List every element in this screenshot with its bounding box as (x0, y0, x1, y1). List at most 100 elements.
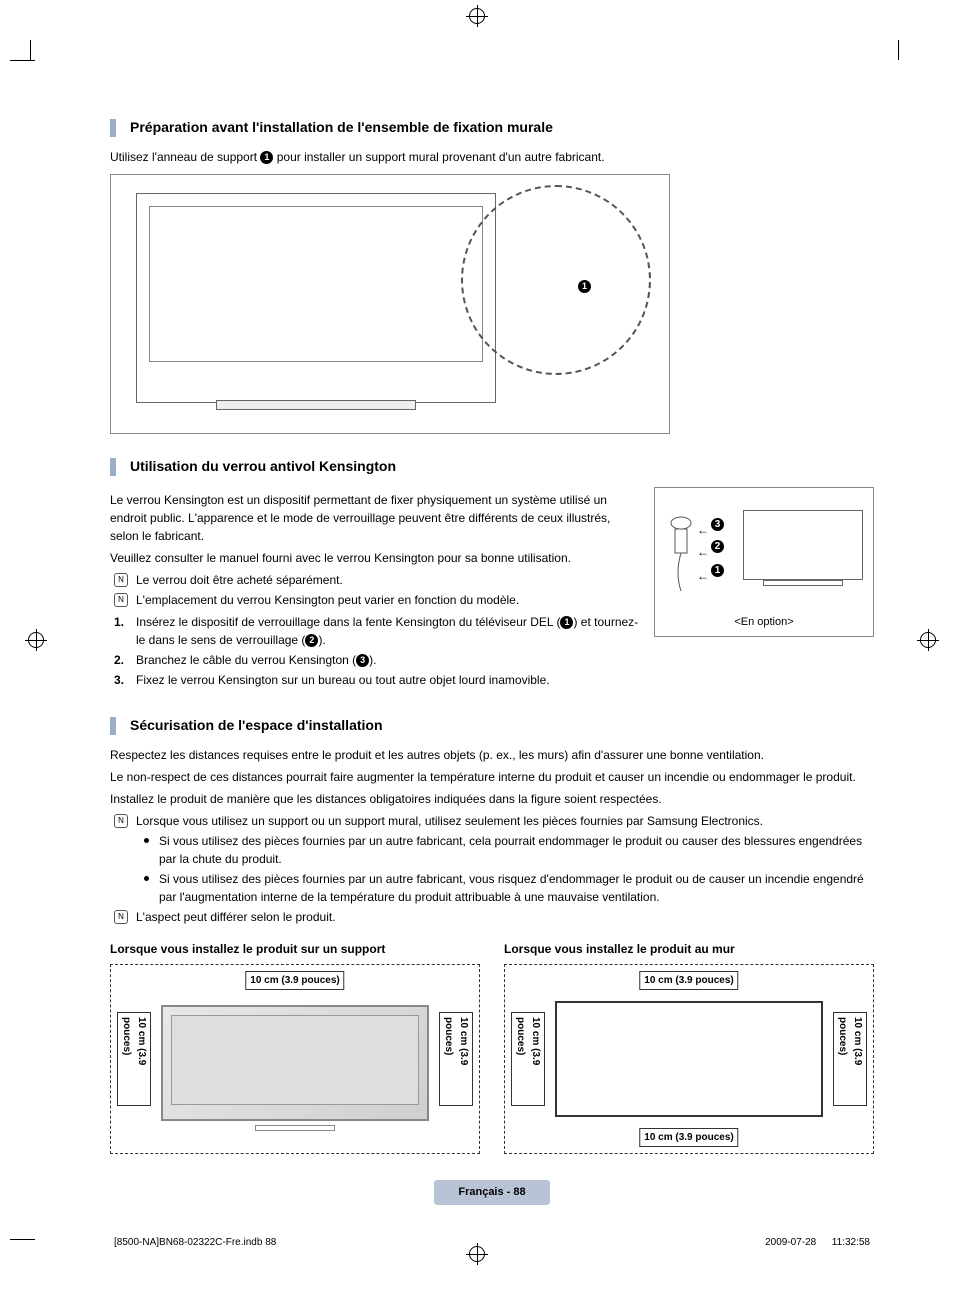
registration-mark-icon (28, 632, 44, 648)
section2-text: Le verrou Kensington est un dispositif p… (110, 487, 640, 693)
tv-front-view (555, 1001, 823, 1117)
lock-device-icon (667, 513, 695, 593)
section-title: Sécurisation de l'espace d'installation (130, 715, 383, 736)
section-heading-kensington: Utilisation du verrou antivol Kensington (110, 456, 874, 477)
registration-mark-icon (920, 632, 936, 648)
arrow-icon: ← (697, 521, 709, 539)
clearance-diagram-wall: 10 cm (3.9 pouces) 10 cm (3.9 pouces) 10… (504, 964, 874, 1154)
callout-number-icon: 2 (711, 540, 724, 553)
step-number: 2. (114, 651, 128, 669)
note-text: Lorsque vous utilisez un support ou un s… (136, 812, 763, 830)
tv-front-view (161, 1005, 429, 1121)
callout-number-icon: 1 (578, 280, 591, 293)
section-accent-bar (110, 458, 116, 476)
crop-mark (10, 1239, 35, 1240)
note-icon: N (114, 910, 128, 924)
section-title: Préparation avant l'installation de l'en… (130, 117, 553, 138)
clearance-label: 10 cm (3.9 pouces) (639, 1128, 738, 1147)
callout-number-icon: 3 (711, 518, 724, 531)
text: ). (318, 633, 325, 647)
section-title: Utilisation du verrou antivol Kensington (130, 456, 396, 477)
figure-kensington: 1 2 3 ← ← ← <En option> (654, 487, 874, 637)
section2-body: Le verrou Kensington est un dispositif p… (110, 487, 874, 693)
callout-number-icon: 3 (356, 654, 369, 667)
step-item: 2. Branchez le câble du verrou Kensingto… (110, 651, 640, 669)
tv-screen (171, 1015, 419, 1105)
doc-filename: [8500-NA]BN68-02322C-Fre.indb 88 (114, 1235, 276, 1250)
text: Branchez le câble du verrou Kensington ( (136, 653, 356, 667)
bullet-icon (144, 876, 149, 881)
text: Utilisez l'anneau de support (110, 150, 260, 164)
installation-figures: Lorsque vous installez le produit sur un… (110, 928, 874, 1154)
note: N Le verrou doit être acheté séparément. (110, 571, 640, 589)
note: N L'emplacement du verrou Kensington peu… (110, 591, 640, 609)
arrow-icon: ← (697, 543, 709, 561)
text: Insérez le dispositif de verrouillage da… (136, 615, 560, 629)
tv-illustration (743, 510, 863, 580)
section-accent-bar (110, 119, 116, 137)
step-text: Fixez le verrou Kensington sur un bureau… (136, 671, 550, 689)
step-number: 1. (114, 613, 128, 649)
page-content: Préparation avant l'installation de l'en… (60, 25, 894, 1250)
clearance-label: 10 cm (3.9 pouces) (117, 1012, 151, 1106)
bullet-item: Si vous utilisez des pièces fournies par… (144, 870, 874, 906)
note-icon: N (114, 814, 128, 828)
install-on-stand: Lorsque vous installez le produit sur un… (110, 928, 480, 1154)
paragraph: Veuillez consulter le manuel fourni avec… (110, 549, 640, 567)
registration-mark-icon (469, 1246, 485, 1262)
paragraph: Le non-respect de ces distances pourrait… (110, 768, 874, 786)
note: N L'aspect peut différer selon le produi… (110, 908, 874, 926)
note-icon: N (114, 573, 128, 587)
clearance-label: 10 cm (3.9 pouces) (833, 1012, 867, 1106)
callout-number-icon: 1 (711, 564, 724, 577)
section-accent-bar (110, 717, 116, 735)
arrow-icon: ← (697, 567, 709, 585)
callout-number-icon: 1 (560, 616, 573, 629)
crop-mark (898, 40, 899, 60)
figure-wallmount: 1 (110, 174, 670, 434)
paragraph: Respectez les distances requises entre l… (110, 746, 874, 764)
registration-mark-icon (469, 8, 485, 24)
bullet-icon (144, 838, 149, 843)
clearance-label: 10 cm (3.9 pouces) (439, 1012, 473, 1106)
doc-timestamp: 2009-07-28 11:32:58 (765, 1235, 870, 1250)
text: pour installer un support mural provenan… (277, 150, 605, 164)
step-item: 3. Fixez le verrou Kensington sur un bur… (110, 671, 640, 689)
step-text: Branchez le câble du verrou Kensington (… (136, 651, 376, 669)
note-text: Le verrou doit être acheté séparément. (136, 571, 343, 589)
figure-caption: <En option> (655, 614, 873, 631)
install-on-wall: Lorsque vous installez le produit au mur… (504, 928, 874, 1154)
page-number-pill: Français - 88 (434, 1180, 549, 1205)
callout-number-icon: 1 (260, 151, 273, 164)
sub-heading: Lorsque vous installez le produit sur un… (110, 940, 480, 958)
crop-mark (30, 40, 31, 60)
bullet-text: Si vous utilisez des pièces fournies par… (159, 832, 874, 868)
note-icon: N (114, 593, 128, 607)
page-footer: Français - 88 (110, 1180, 874, 1205)
note: N Lorsque vous utilisez un support ou un… (110, 812, 874, 830)
step-number: 3. (114, 671, 128, 689)
tv-stand (763, 580, 843, 586)
clearance-diagram-stand: 10 cm (3.9 pouces) 10 cm (3.9 pouces) 10… (110, 964, 480, 1154)
document-footer: [8500-NA]BN68-02322C-Fre.indb 88 2009-07… (110, 1235, 874, 1250)
sub-heading: Lorsque vous installez le produit au mur (504, 940, 874, 958)
paragraph: Le verrou Kensington est un dispositif p… (110, 491, 640, 545)
note-text: L'aspect peut différer selon le produit. (136, 908, 336, 926)
paragraph: Installez le produit de manière que les … (110, 790, 874, 808)
clearance-label: 10 cm (3.9 pouces) (511, 1012, 545, 1106)
bullet-text: Si vous utilisez des pièces fournies par… (159, 870, 874, 906)
clearance-label: 10 cm (3.9 pouces) (639, 971, 738, 990)
text: ). (369, 653, 376, 667)
crop-mark (10, 60, 35, 61)
tv-stand (216, 400, 416, 410)
tv-stand (255, 1125, 335, 1131)
section-heading-clearance: Sécurisation de l'espace d'installation (110, 715, 874, 736)
tv-illustration (136, 193, 496, 403)
section1-intro: Utilisez l'anneau de support 1 pour inst… (110, 148, 874, 166)
clearance-label: 10 cm (3.9 pouces) (245, 971, 344, 990)
bullet-item: Si vous utilisez des pièces fournies par… (144, 832, 874, 868)
steps-list: 1. Insérez le dispositif de verrouillage… (110, 613, 640, 689)
section-heading-wallmount: Préparation avant l'installation de l'en… (110, 117, 874, 138)
step-item: 1. Insérez le dispositif de verrouillage… (110, 613, 640, 649)
step-text: Insérez le dispositif de verrouillage da… (136, 613, 640, 649)
